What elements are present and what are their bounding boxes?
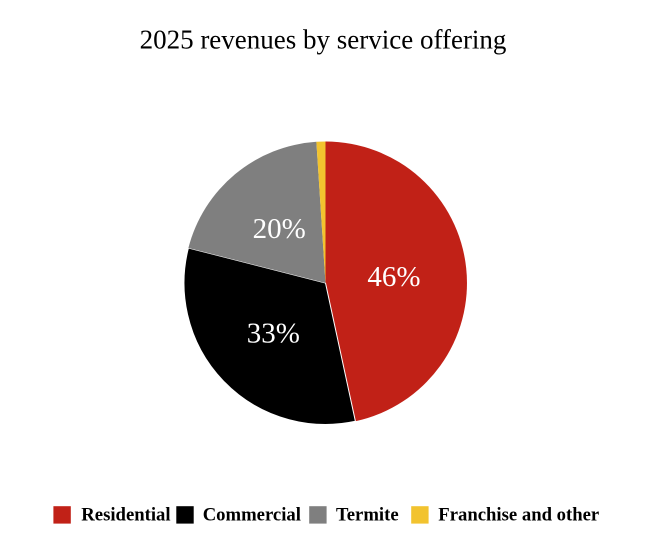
svg-text:46%: 46% [367, 261, 420, 293]
svg-text:2025 revenues by service offer: 2025 revenues by service offering [140, 24, 507, 54]
svg-text:33%: 33% [247, 317, 300, 349]
svg-text:20%: 20% [253, 213, 306, 245]
svg-text:Commercial: Commercial [203, 504, 301, 525]
svg-text:Franchise and other: Franchise and other [438, 504, 599, 525]
svg-text:Termite: Termite [336, 504, 399, 525]
svg-text:Residential: Residential [81, 504, 170, 525]
